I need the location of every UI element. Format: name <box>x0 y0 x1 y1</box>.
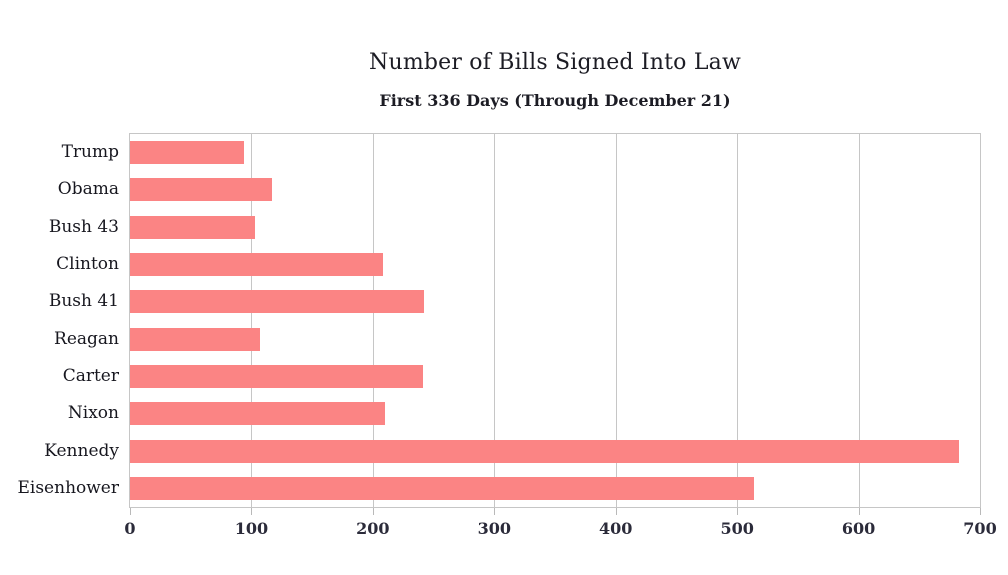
chart-subtitle: First 336 Days (Through December 21) <box>379 91 731 110</box>
x-ticklabel-100: 100 <box>234 519 269 538</box>
x-tickmark-500 <box>737 508 739 515</box>
bar-nixon <box>130 402 385 426</box>
bar-obama <box>130 178 273 202</box>
y-label-eisenhower: Eisenhower <box>17 477 119 498</box>
x-ticklabel-500: 500 <box>720 519 754 538</box>
bar-reagan <box>130 327 260 351</box>
bar-kennedy <box>130 439 960 463</box>
y-label-kennedy: Kennedy <box>44 440 119 461</box>
y-label-bush-41: Bush 41 <box>48 291 119 312</box>
bar-carter <box>130 364 423 388</box>
y-axis-labels: Trump Obama Bush 43 Clinton Bush 41 Reagan Car… <box>0 134 119 507</box>
x-ticklabel-600: 600 <box>841 519 876 538</box>
gridline-x-100 <box>251 134 253 507</box>
y-label-reagan: Reagan <box>54 328 119 349</box>
gridline-x-400 <box>615 134 617 507</box>
x-axis: 0 100 200 300 400 500 600 700 <box>124 507 997 557</box>
x-ticklabel-700: 700 <box>963 519 997 538</box>
x-ticklabel-200: 200 <box>356 519 390 538</box>
x-tickmark-100 <box>251 508 253 515</box>
bar-bush-41 <box>130 290 424 314</box>
y-label-nixon: Nixon <box>67 403 119 424</box>
gridline-x-600 <box>858 134 860 507</box>
bar-trump <box>130 141 245 165</box>
x-tickmark-300 <box>494 508 496 515</box>
gridline-x-200 <box>372 134 374 507</box>
y-label-clinton: Clinton <box>56 254 119 275</box>
bar-clinton <box>130 253 383 277</box>
x-tickmark-200 <box>372 508 374 515</box>
gridline-x-500 <box>737 134 739 507</box>
plot-area <box>129 133 981 508</box>
x-tickmark-0 <box>130 508 131 515</box>
y-label-carter: Carter <box>62 365 119 386</box>
x-ticklabel-300: 300 <box>477 519 511 538</box>
x-tickmark-700 <box>980 508 981 515</box>
x-ticklabel-0: 0 <box>124 519 136 538</box>
x-tickmark-600 <box>858 508 860 515</box>
bar-eisenhower <box>130 476 755 500</box>
y-label-trump: Trump <box>61 142 119 163</box>
chart-title: Number of Bills Signed Into Law <box>369 50 741 75</box>
bar-bush-43 <box>130 215 256 239</box>
x-ticklabel-400: 400 <box>599 519 633 538</box>
gridline-x-300 <box>494 134 496 507</box>
y-label-obama: Obama <box>57 179 119 200</box>
y-label-bush-43: Bush 43 <box>48 216 119 237</box>
x-tickmark-400 <box>615 508 617 515</box>
